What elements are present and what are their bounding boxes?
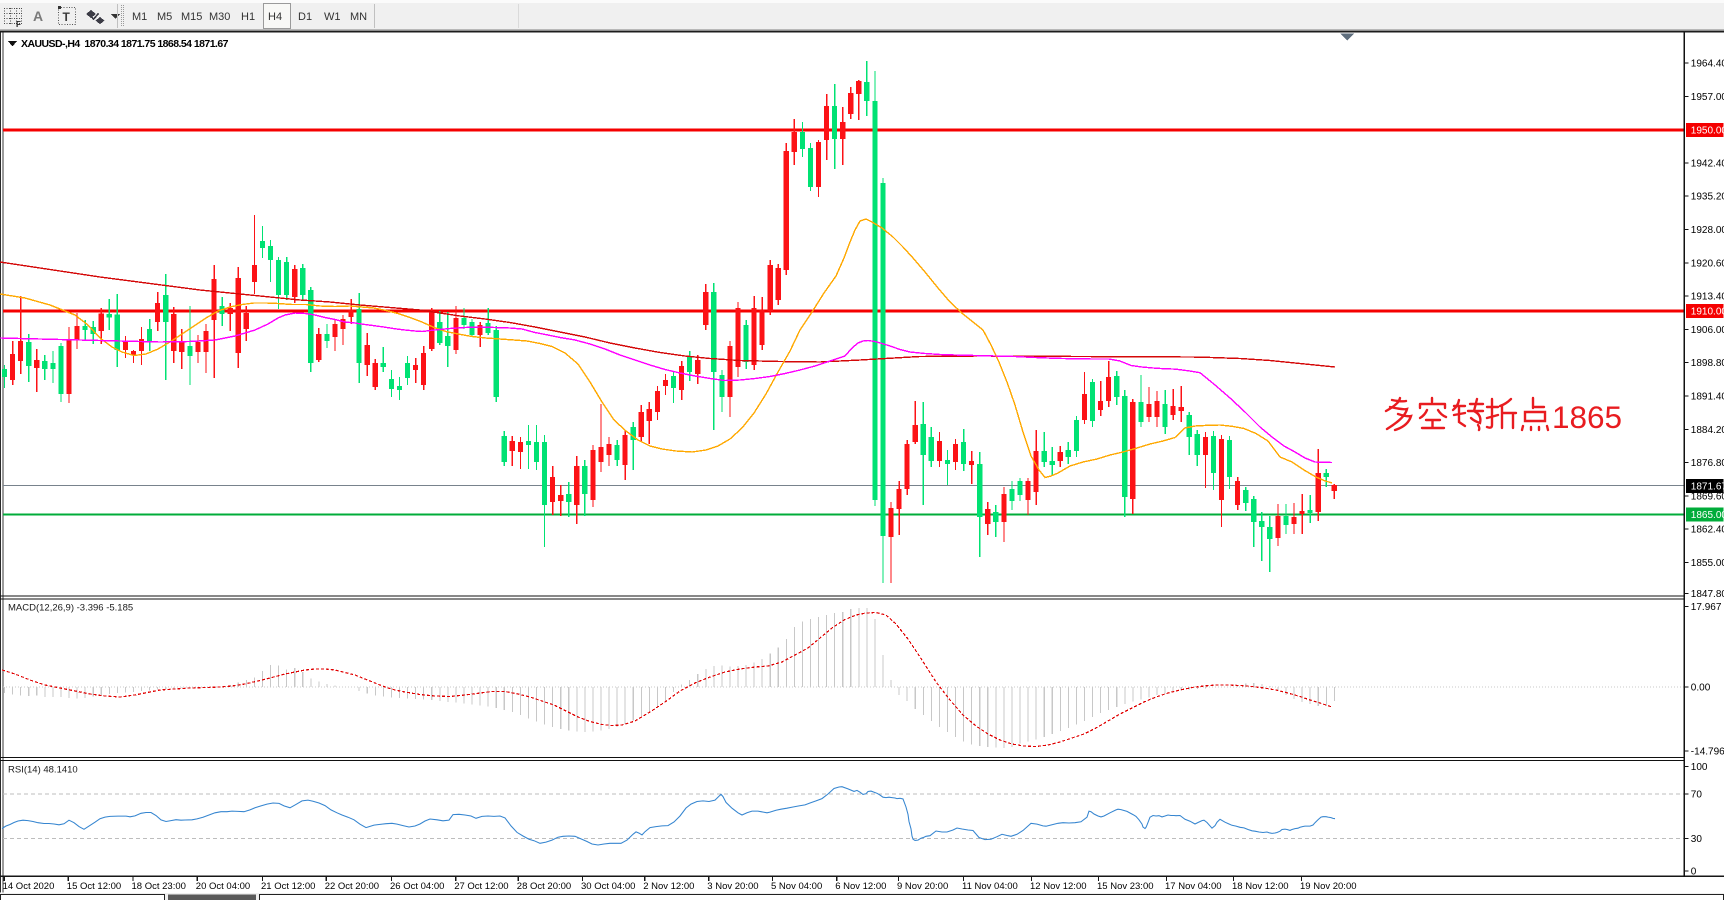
svg-text:M1: M1: [132, 11, 147, 23]
svg-text:M15: M15: [181, 11, 202, 23]
svg-text:1913.40: 1913.40: [1691, 292, 1724, 303]
svg-text:1855.00: 1855.00: [1691, 558, 1724, 569]
svg-text:W1: W1: [324, 11, 341, 23]
svg-text:17.967: 17.967: [1691, 602, 1722, 613]
svg-text:1920.60: 1920.60: [1691, 258, 1724, 269]
svg-text:70: 70: [1691, 790, 1703, 801]
svg-text:MN: MN: [350, 11, 367, 23]
svg-text:28 Oct 20:00: 28 Oct 20:00: [517, 881, 571, 892]
svg-text:1942.40: 1942.40: [1691, 158, 1724, 169]
svg-text:15 Oct 12:00: 15 Oct 12:00: [67, 881, 121, 892]
svg-text:21 Oct 12:00: 21 Oct 12:00: [261, 881, 315, 892]
svg-text:1891.40: 1891.40: [1691, 392, 1724, 403]
svg-text:26 Oct 04:00: 26 Oct 04:00: [390, 881, 444, 892]
svg-text:1876.80: 1876.80: [1691, 458, 1724, 469]
svg-text:1898.80: 1898.80: [1691, 358, 1724, 369]
svg-text:1847.80: 1847.80: [1691, 589, 1724, 600]
svg-text:5 Nov 04:00: 5 Nov 04:00: [771, 881, 822, 892]
svg-text:1964.40: 1964.40: [1691, 59, 1724, 70]
svg-text:1862.40: 1862.40: [1691, 525, 1724, 536]
svg-text:2 Nov 12:00: 2 Nov 12:00: [643, 881, 694, 892]
svg-text:3 Nov 20:00: 3 Nov 20:00: [707, 881, 758, 892]
svg-text:RSI(14) 48.1410: RSI(14) 48.1410: [8, 765, 78, 776]
svg-text:1935.20: 1935.20: [1691, 192, 1724, 203]
svg-text:1950.00: 1950.00: [1691, 126, 1724, 137]
svg-text:18 Oct 23:00: 18 Oct 23:00: [132, 881, 186, 892]
svg-text:H4: H4: [268, 11, 282, 23]
svg-text:M30: M30: [209, 11, 230, 23]
svg-text:D1: D1: [298, 11, 312, 23]
svg-text:1928.00: 1928.00: [1691, 225, 1724, 236]
svg-text:20 Oct 04:00: 20 Oct 04:00: [196, 881, 250, 892]
svg-text:MACD(12,26,9) -3.396 -5.185: MACD(12,26,9) -3.396 -5.185: [8, 603, 133, 614]
svg-text:T: T: [63, 10, 71, 24]
svg-text:1871.67: 1871.67: [1691, 482, 1724, 493]
svg-text:14 Oct 2020: 14 Oct 2020: [3, 881, 55, 892]
svg-text:M5: M5: [157, 11, 172, 23]
svg-text:19 Nov 20:00: 19 Nov 20:00: [1300, 881, 1357, 892]
svg-text:0: 0: [1691, 867, 1697, 878]
svg-text:F: F: [16, 20, 21, 29]
svg-text:H1: H1: [241, 11, 255, 23]
svg-text:1869.60: 1869.60: [1691, 491, 1724, 502]
svg-text:1957.00: 1957.00: [1691, 92, 1724, 103]
svg-text:12 Nov 12:00: 12 Nov 12:00: [1030, 881, 1087, 892]
svg-text:-14.796: -14.796: [1691, 747, 1724, 758]
svg-text:17 Nov 04:00: 17 Nov 04:00: [1165, 881, 1222, 892]
svg-text:30 Oct 04:00: 30 Oct 04:00: [581, 881, 635, 892]
svg-text:30: 30: [1691, 834, 1703, 845]
svg-text:15 Nov 23:00: 15 Nov 23:00: [1097, 881, 1154, 892]
svg-text:1906.00: 1906.00: [1691, 325, 1724, 336]
svg-text:6 Nov 12:00: 6 Nov 12:00: [835, 881, 886, 892]
svg-text:27 Oct 12:00: 27 Oct 12:00: [454, 881, 508, 892]
svg-text:XAUUSD-,H4 1870.34 1871.75 18: XAUUSD-,H4 1870.34 1871.75 1868.54 1871.…: [21, 38, 229, 50]
svg-text:9 Nov 20:00: 9 Nov 20:00: [897, 881, 948, 892]
svg-text:1865: 1865: [1552, 399, 1622, 435]
svg-text:1865.00: 1865.00: [1691, 510, 1724, 521]
svg-text:11 Nov 04:00: 11 Nov 04:00: [962, 881, 1018, 892]
svg-text:1884.20: 1884.20: [1691, 425, 1724, 436]
svg-text:100: 100: [1691, 762, 1708, 773]
svg-text:22 Oct 20:00: 22 Oct 20:00: [325, 881, 379, 892]
svg-text:A: A: [33, 8, 43, 24]
svg-text:1910.00: 1910.00: [1691, 307, 1724, 318]
svg-text:18 Nov 12:00: 18 Nov 12:00: [1232, 881, 1289, 892]
svg-text:0.00: 0.00: [1691, 683, 1711, 694]
